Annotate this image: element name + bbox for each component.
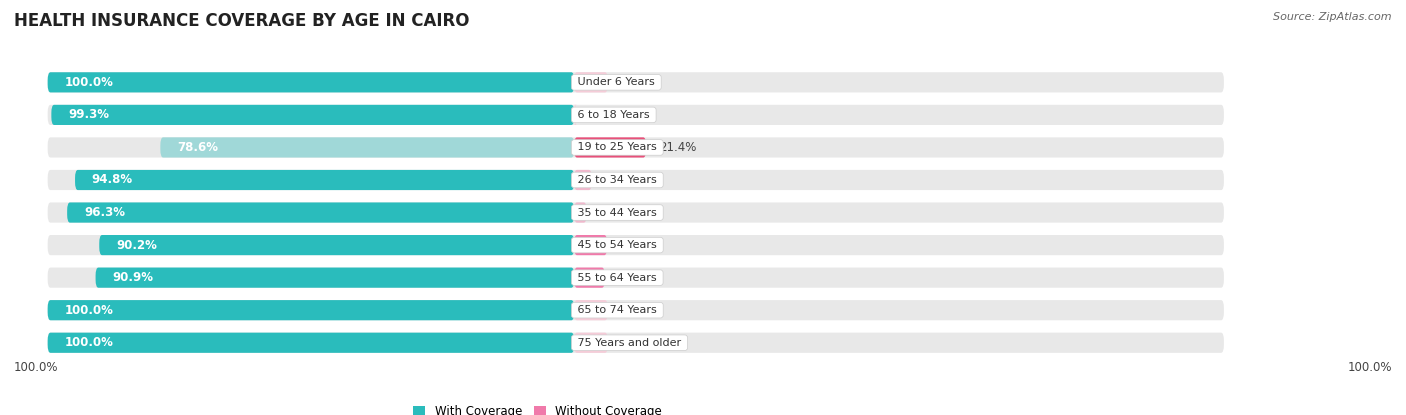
Text: 90.2%: 90.2%: [117, 239, 157, 251]
Text: 100.0%: 100.0%: [1347, 361, 1392, 374]
FancyBboxPatch shape: [574, 300, 607, 320]
Text: 5.2%: 5.2%: [605, 173, 636, 186]
FancyBboxPatch shape: [574, 268, 605, 288]
FancyBboxPatch shape: [100, 235, 574, 255]
FancyBboxPatch shape: [75, 170, 574, 190]
Text: 0.0%: 0.0%: [621, 76, 651, 89]
Text: 0.0%: 0.0%: [621, 336, 651, 349]
FancyBboxPatch shape: [48, 72, 1223, 93]
FancyBboxPatch shape: [48, 333, 1223, 353]
Text: Under 6 Years: Under 6 Years: [574, 77, 658, 87]
Text: 100.0%: 100.0%: [14, 361, 59, 374]
FancyBboxPatch shape: [160, 137, 574, 158]
FancyBboxPatch shape: [48, 235, 1223, 255]
FancyBboxPatch shape: [574, 170, 592, 190]
FancyBboxPatch shape: [48, 137, 1223, 158]
FancyBboxPatch shape: [48, 268, 1223, 288]
Text: 99.3%: 99.3%: [67, 108, 110, 122]
Legend: With Coverage, Without Coverage: With Coverage, Without Coverage: [409, 400, 666, 415]
Text: 19 to 25 Years: 19 to 25 Years: [574, 142, 661, 152]
FancyBboxPatch shape: [574, 333, 607, 353]
Text: 26 to 34 Years: 26 to 34 Years: [574, 175, 661, 185]
FancyBboxPatch shape: [52, 105, 574, 125]
Text: 94.8%: 94.8%: [91, 173, 134, 186]
Text: 9.1%: 9.1%: [619, 271, 648, 284]
Text: 9.8%: 9.8%: [620, 239, 651, 251]
FancyBboxPatch shape: [48, 300, 574, 320]
FancyBboxPatch shape: [48, 72, 574, 93]
FancyBboxPatch shape: [48, 333, 574, 353]
Text: 65 to 74 Years: 65 to 74 Years: [574, 305, 661, 315]
FancyBboxPatch shape: [48, 105, 1223, 125]
Text: 3.7%: 3.7%: [600, 206, 630, 219]
Text: 75 Years and older: 75 Years and older: [574, 338, 685, 348]
FancyBboxPatch shape: [67, 203, 574, 222]
Text: 100.0%: 100.0%: [65, 76, 114, 89]
FancyBboxPatch shape: [48, 300, 1223, 320]
Text: 100.0%: 100.0%: [65, 304, 114, 317]
Text: 0.74%: 0.74%: [591, 108, 627, 122]
Text: 21.4%: 21.4%: [659, 141, 697, 154]
Text: 96.3%: 96.3%: [84, 206, 125, 219]
FancyBboxPatch shape: [574, 203, 586, 222]
FancyBboxPatch shape: [48, 203, 1223, 222]
FancyBboxPatch shape: [48, 170, 1223, 190]
Text: 78.6%: 78.6%: [177, 141, 218, 154]
Text: 0.0%: 0.0%: [621, 304, 651, 317]
FancyBboxPatch shape: [574, 137, 647, 158]
Text: 45 to 54 Years: 45 to 54 Years: [574, 240, 661, 250]
Text: 90.9%: 90.9%: [112, 271, 153, 284]
Text: 55 to 64 Years: 55 to 64 Years: [574, 273, 661, 283]
Text: 100.0%: 100.0%: [65, 336, 114, 349]
Text: 35 to 44 Years: 35 to 44 Years: [574, 208, 661, 217]
Text: HEALTH INSURANCE COVERAGE BY AGE IN CAIRO: HEALTH INSURANCE COVERAGE BY AGE IN CAIR…: [14, 12, 470, 30]
FancyBboxPatch shape: [96, 268, 574, 288]
FancyBboxPatch shape: [574, 235, 607, 255]
Text: Source: ZipAtlas.com: Source: ZipAtlas.com: [1274, 12, 1392, 22]
FancyBboxPatch shape: [574, 105, 576, 125]
Text: 6 to 18 Years: 6 to 18 Years: [574, 110, 654, 120]
FancyBboxPatch shape: [574, 72, 607, 93]
